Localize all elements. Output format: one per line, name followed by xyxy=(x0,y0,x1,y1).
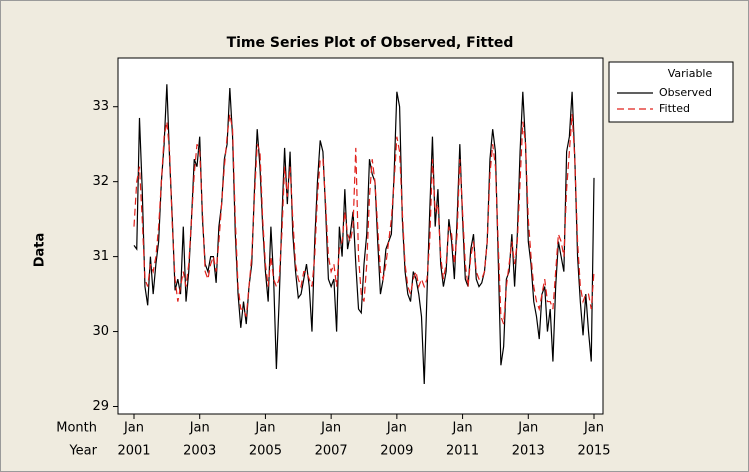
x-row-label: Year xyxy=(68,444,97,459)
y-tick-label: 30 xyxy=(92,324,109,339)
x-tick-label: 2005 xyxy=(249,444,282,459)
x-tick-label: 2013 xyxy=(512,444,545,459)
x-tick-label: Jan xyxy=(386,421,407,436)
legend-label: Fitted xyxy=(659,102,690,115)
x-tick-label: 2009 xyxy=(380,444,413,459)
x-tick-label: Jan xyxy=(254,421,275,436)
x-tick-label: Jan xyxy=(517,421,538,436)
x-tick-label: Jan xyxy=(123,421,144,436)
x-row-label: Month xyxy=(56,421,97,436)
chart-title: Time Series Plot of Observed, Fitted xyxy=(227,35,514,51)
x-tick-label: Jan xyxy=(452,421,473,436)
x-tick-label: 2011 xyxy=(446,444,479,459)
legend-title: Variable xyxy=(668,67,713,80)
series-line xyxy=(133,114,595,325)
x-tick-label: Jan xyxy=(583,421,604,436)
y-tick-label: 29 xyxy=(92,399,109,414)
x-tick-label: 2003 xyxy=(183,444,216,459)
x-tick-label: Jan xyxy=(189,421,210,436)
x-tick-label: 2007 xyxy=(315,444,348,459)
legend-box xyxy=(608,61,734,123)
x-tick-label: 2015 xyxy=(577,444,610,459)
x-tick-label: 2001 xyxy=(117,444,150,459)
y-tick-label: 32 xyxy=(92,174,109,189)
y-axis-label: Data xyxy=(33,233,48,268)
y-tick-label: 33 xyxy=(92,99,109,114)
legend-label: Observed xyxy=(659,86,712,99)
series-line xyxy=(133,84,595,385)
y-tick-label: 31 xyxy=(92,249,109,264)
x-tick-label: Jan xyxy=(320,421,341,436)
